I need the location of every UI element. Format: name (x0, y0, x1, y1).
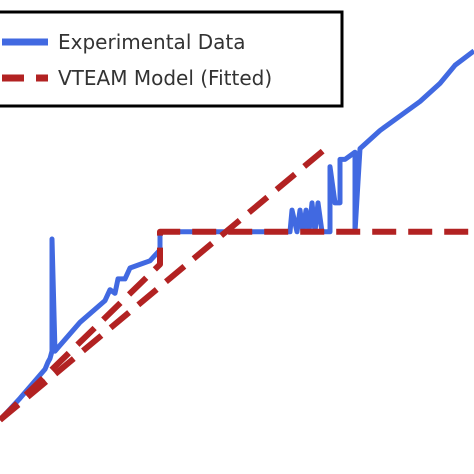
legend-label-model: VTEAM Model (Fitted) (58, 66, 272, 90)
vteam-model-step-line (0, 228, 474, 423)
legend: Experimental Data VTEAM Model (Fitted) (0, 10, 344, 108)
legend-box (0, 10, 344, 108)
series-layer (0, 48, 474, 423)
legend-label-experimental: Experimental Data (58, 30, 245, 54)
experimental-data-line (0, 48, 474, 422)
